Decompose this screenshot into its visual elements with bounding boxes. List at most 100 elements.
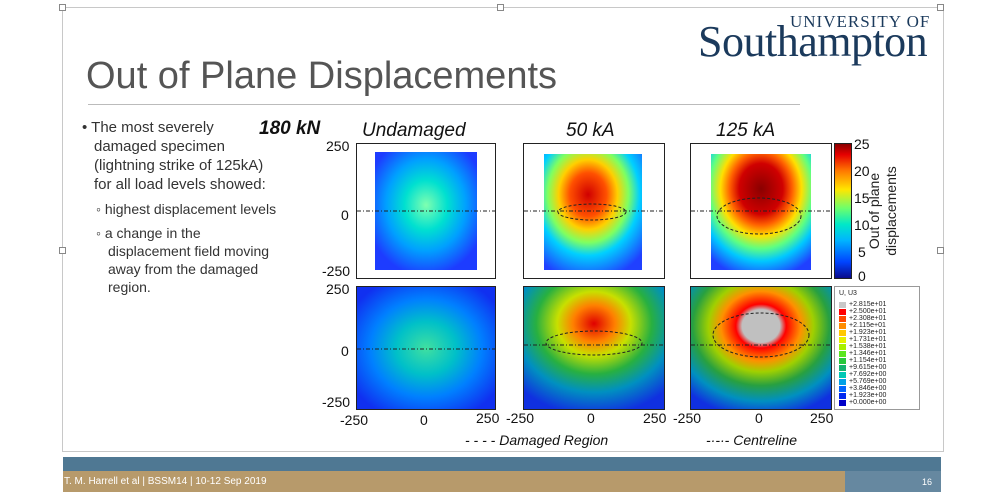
legend-entry: +9.615e+00 <box>839 364 886 371</box>
legend-entry: +2.308e+01 <box>839 315 886 322</box>
legend-value: +0.000e+00 <box>849 399 887 406</box>
legend-value: +1.538e+01 <box>849 343 887 350</box>
panel-125ka-fe <box>690 286 832 410</box>
legend-swatch <box>839 371 846 378</box>
legend-swatch <box>839 392 846 399</box>
col-label-undamaged: Undamaged <box>362 120 466 141</box>
legend-value: +1.731e+01 <box>849 336 887 343</box>
colorbar-title-line2: displacements <box>883 166 899 256</box>
legend-entry: +2.815e+01 <box>839 301 886 308</box>
title-divider <box>88 104 800 105</box>
bullet-sub-2: ◦ a change in the displacement field mov… <box>96 225 270 295</box>
y-tick-top-250: 250 <box>326 138 350 154</box>
logo-university-of: UNIVERSITY OF <box>790 12 931 31</box>
legend-swatch <box>839 336 846 343</box>
colorbar-tick-20: 20 <box>854 163 870 179</box>
legend-entry: +2.500e+01 <box>839 308 886 315</box>
legend-swatch <box>839 399 846 406</box>
legend-value: +1.154e+01 <box>849 357 887 364</box>
caption-centre-text: Centreline <box>733 432 798 448</box>
legend-swatch <box>839 350 846 357</box>
caption-centreline: -·-·- Centreline <box>706 432 798 448</box>
legend-entry: +3.846e+00 <box>839 385 886 392</box>
panel-undamaged-fe <box>356 286 496 410</box>
legend-swatch <box>839 357 846 364</box>
colorbar-tick-0: 0 <box>858 268 866 284</box>
colorbar-tick-5: 5 <box>858 244 866 260</box>
colorbar <box>834 143 852 279</box>
legend-entry: +1.923e+00 <box>839 392 886 399</box>
colorbar-tick-15: 15 <box>854 190 870 206</box>
legend-entry: +1.346e+01 <box>839 350 886 357</box>
legend-entry: +1.923e+01 <box>839 329 886 336</box>
resize-handle-right[interactable] <box>937 247 944 254</box>
x-tick-3: 250 <box>476 410 500 426</box>
resize-handle-top-left[interactable] <box>59 4 66 11</box>
load-label: 180 kN <box>259 118 321 139</box>
legend-swatch <box>839 343 846 350</box>
legend-swatch <box>839 378 846 385</box>
bullet-main-text: The most severely damaged specimen (ligh… <box>91 119 266 193</box>
legend-swatch <box>839 301 846 308</box>
col-label-125ka: 125 kA <box>716 120 776 141</box>
legend-value: +2.308e+01 <box>849 315 887 322</box>
slide-title: Out of Plane Displacements <box>86 55 558 97</box>
legend-value: +2.115e+01 <box>849 322 886 329</box>
bullet-sub-1: ◦ highest displacement levels <box>96 201 277 217</box>
resize-handle-left[interactable] <box>59 247 66 254</box>
y-tick-top-0: 0 <box>341 207 349 223</box>
x-tick-2: 0 <box>420 412 428 428</box>
legend-swatch <box>839 322 846 329</box>
legend-value: +2.500e+01 <box>849 308 887 315</box>
legend-entry: +2.115e+01 <box>839 322 886 329</box>
bullet-sub-1-text: highest displacement levels <box>104 201 277 217</box>
legend-swatch <box>839 385 846 392</box>
legend-title: U, U3 <box>839 290 857 297</box>
panel-undamaged-experimental <box>356 143 496 279</box>
bullet-main: • The most severely damaged specimen (li… <box>82 119 266 193</box>
y-tick-top-neg250: -250 <box>322 263 351 279</box>
bullet-list: • The most severely damaged specimen (li… <box>80 118 280 296</box>
x-tick-4: -250 <box>506 410 535 426</box>
col-label-50ka: 50 kA <box>566 120 615 141</box>
legend-value: +9.615e+00 <box>849 364 887 371</box>
x-tick-9: 250 <box>810 410 834 426</box>
panel-125ka-experimental <box>690 143 832 279</box>
x-tick-1: -250 <box>340 412 369 428</box>
x-tick-6: 250 <box>643 410 667 426</box>
fe-legend: U, U3 +2.815e+01 +2.500e+01 +2.308e+01 +2.1… <box>834 286 920 410</box>
colorbar-tick-25: 25 <box>854 136 870 152</box>
legend-swatch <box>839 364 846 371</box>
x-tick-8: 0 <box>755 410 763 426</box>
y-tick-bottom-neg250: -250 <box>322 394 351 410</box>
legend-entry: +7.692e+00 <box>839 371 886 378</box>
legend-value: +1.923e+00 <box>849 392 887 399</box>
legend-value: +1.923e+01 <box>849 329 887 336</box>
logo-southampton: Southampton <box>698 17 928 66</box>
panel-50ka-fe <box>523 286 665 410</box>
colorbar-title: Out of plane displacements <box>866 146 910 276</box>
x-tick-5: 0 <box>587 410 595 426</box>
legend-swatch <box>839 315 846 322</box>
page-number: 16 <box>922 477 933 487</box>
caption-damaged-text: Damaged Region <box>499 432 609 448</box>
y-tick-bottom-250: 250 <box>326 281 350 297</box>
resize-handle-top-right[interactable] <box>937 4 944 11</box>
legend-entry: +0.000e+00 <box>839 399 886 406</box>
colorbar-tick-10: 10 <box>854 217 870 233</box>
legend-entry: +5.769e+00 <box>839 378 886 385</box>
y-tick-bottom-0: 0 <box>341 343 349 359</box>
legend-value: +3.846e+00 <box>849 385 887 392</box>
legend-swatch <box>839 308 846 315</box>
resize-handle-top[interactable] <box>497 4 504 11</box>
legend-entry: +1.731e+01 <box>839 336 886 343</box>
bullet-sub-2-text: a change in the displacement field movin… <box>104 225 270 295</box>
legend-value: +1.346e+01 <box>849 350 887 357</box>
x-tick-7: -250 <box>673 410 702 426</box>
legend-entry: +1.538e+01 <box>839 343 886 350</box>
caption-damaged-region: - - - - Damaged Region <box>465 432 609 448</box>
footer-text: T. M. Harrell et al | BSSM14 | 10-12 Sep… <box>64 476 267 487</box>
colorbar-title-line1: Out of plane <box>866 172 882 250</box>
legend-value: +5.769e+00 <box>849 378 887 385</box>
footer-band-top <box>63 457 941 471</box>
